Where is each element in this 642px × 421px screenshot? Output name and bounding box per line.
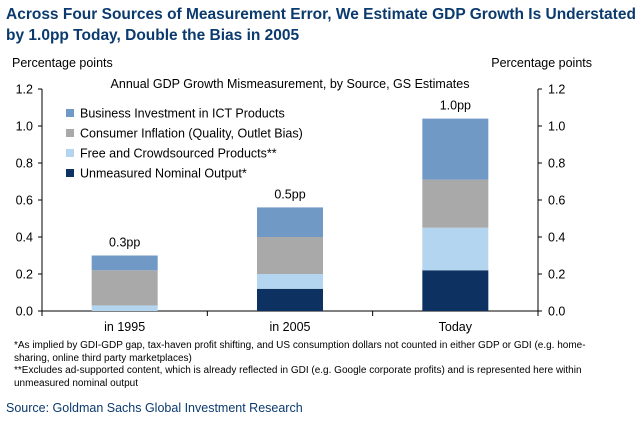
- x-tick-label: in 2005: [269, 320, 310, 334]
- y-tick-label-right: 1.2: [548, 83, 565, 97]
- y-tick-label-right: 0.0: [548, 305, 565, 319]
- bar-segment: [91, 305, 158, 311]
- legend-label: Business Investment in ICT Products: [80, 107, 285, 121]
- chart-subtitle: Annual GDP Growth Mismeasurement, by Sou…: [111, 77, 470, 91]
- y-tick-label-right: 0.6: [548, 194, 565, 208]
- y-tick-label-right: 1.0: [548, 120, 565, 134]
- bar-segment: [91, 255, 158, 271]
- legend-swatch: [66, 109, 74, 117]
- legend-label: Free and Crowdsourced Products**: [80, 147, 277, 161]
- footnote-1: *As implied by GDI-GDP gap, tax-haven pr…: [14, 340, 586, 364]
- y-tick-label-left: 0.2: [16, 268, 33, 282]
- bar-segment: [422, 270, 489, 311]
- y-tick-label-right: 0.2: [548, 268, 565, 282]
- right-axis-unit: Percentage points: [491, 56, 592, 70]
- y-tick-label-right: 0.4: [548, 231, 565, 245]
- y-tick-label-left: 0.0: [16, 305, 33, 319]
- total-label: 0.3pp: [109, 236, 140, 250]
- bar-segment: [422, 179, 489, 228]
- footnotes: *As implied by GDI-GDP gap, tax-haven pr…: [14, 340, 594, 390]
- total-label: 1.0pp: [440, 99, 471, 113]
- bar-segment: [257, 288, 323, 311]
- bar-segment: [422, 227, 489, 271]
- x-tick-label: in 1995: [104, 320, 145, 334]
- y-tick-label-left: 0.8: [16, 157, 33, 171]
- y-tick-label-left: 1.0: [16, 120, 33, 134]
- legend-swatch: [66, 149, 74, 157]
- left-axis-unit: Percentage points: [12, 56, 113, 70]
- source-note: Source: Goldman Sachs Global Investment …: [6, 401, 303, 415]
- legend-label: Unmeasured Nominal Output*: [80, 167, 247, 181]
- legend-swatch: [66, 129, 74, 137]
- bar-segment: [257, 237, 323, 274]
- y-tick-label-right: 0.8: [548, 157, 565, 171]
- legend-label: Consumer Inflation (Quality, Outlet Bias…: [80, 127, 303, 141]
- bar-segment: [422, 118, 489, 180]
- bar-segment: [91, 270, 158, 306]
- total-label: 0.5pp: [274, 187, 305, 201]
- bar-segment: [257, 274, 323, 289]
- y-tick-label-left: 0.4: [16, 231, 33, 245]
- chart-title: Across Four Sources of Measurement Error…: [6, 6, 636, 44]
- y-tick-label-left: 1.2: [16, 83, 33, 97]
- y-tick-label-left: 0.6: [16, 194, 33, 208]
- x-tick-label: Today: [439, 320, 473, 334]
- legend-swatch: [66, 169, 74, 177]
- footnote-2: **Excludes ad-supported content, which i…: [14, 365, 582, 389]
- bar-segment: [257, 207, 323, 237]
